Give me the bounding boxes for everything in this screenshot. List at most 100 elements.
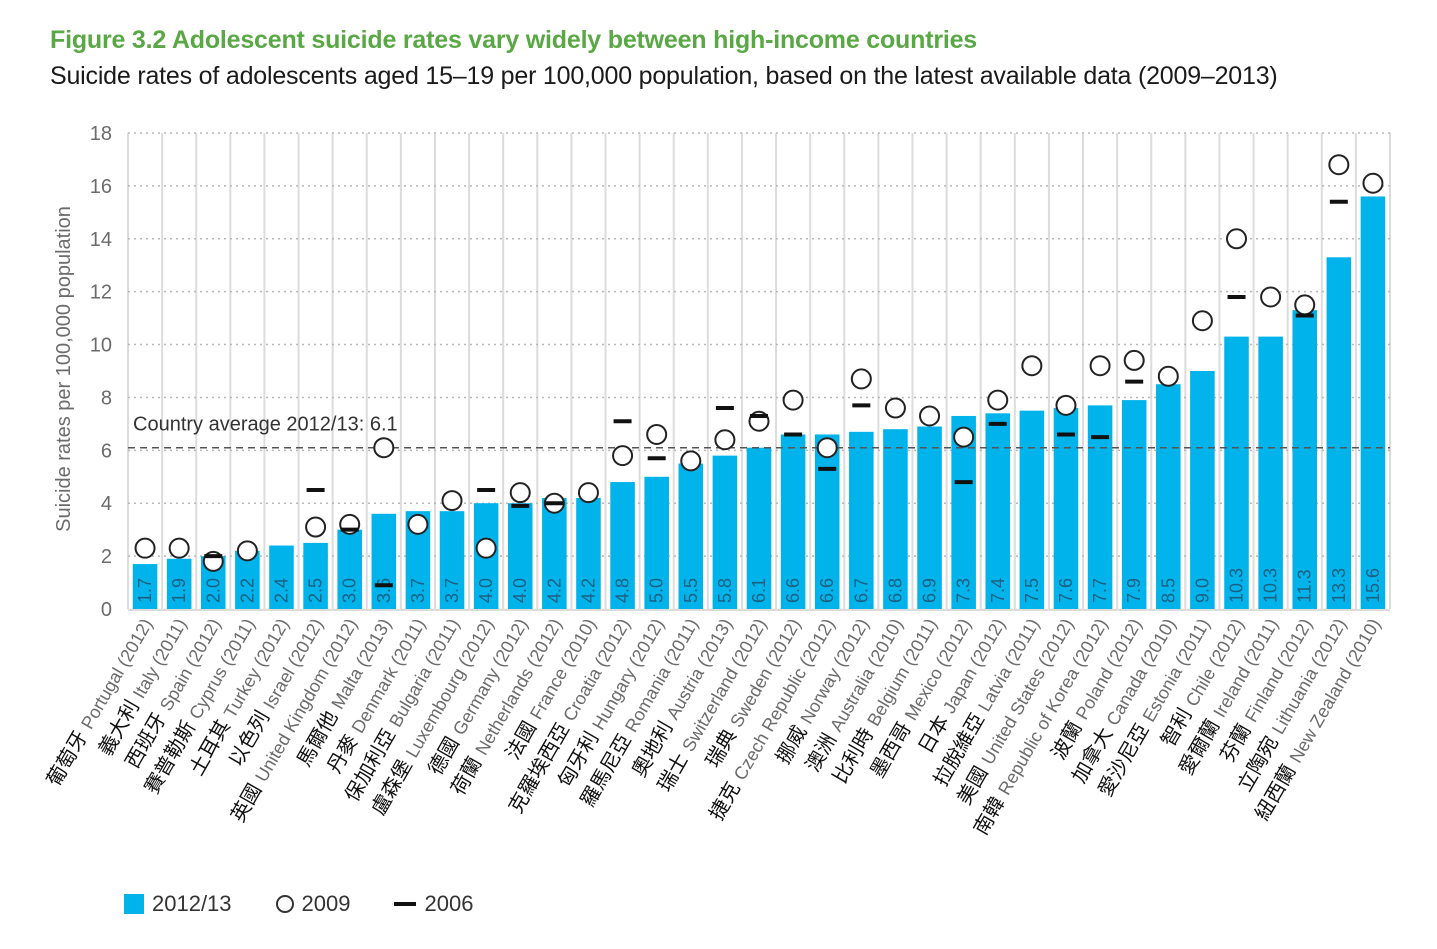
bar-value-label: 9.0	[1192, 578, 1212, 603]
dash-marker-icon	[394, 902, 417, 906]
bar	[712, 455, 738, 609]
bar	[1190, 371, 1215, 609]
bar-value-label: 6.6	[783, 578, 803, 603]
bar-value-label: 7.9	[1124, 578, 1144, 603]
legend-label: 2006	[424, 891, 474, 916]
circle-marker-icon	[275, 895, 294, 913]
marker-2009	[1328, 154, 1350, 176]
bar-value-label: 7.6	[1056, 578, 1076, 603]
bar-value-label: 6.7	[851, 578, 871, 603]
figure-subtitle: Suicide rates of adolescents aged 15–19 …	[50, 62, 1278, 90]
axes: 0 2 4 6 8 10 12 14 16 18 Suicide rates per 100,000…	[53, 123, 1390, 621]
bar-value-label: 7.7	[1090, 578, 1110, 603]
y-tick-label: 14	[90, 229, 112, 251]
bar-swatch-icon	[124, 894, 144, 914]
marker-2009	[1157, 365, 1179, 387]
marker-2009	[577, 482, 599, 504]
bar	[644, 476, 669, 609]
marker-2009	[1294, 294, 1316, 316]
bar-value-label: 2.0	[203, 578, 223, 603]
markers	[134, 154, 1384, 588]
bar	[985, 413, 1011, 609]
bar-value-label: 10.3	[1227, 568, 1247, 603]
marker-2009	[509, 482, 531, 504]
bar-value-label: 1.9	[169, 578, 189, 603]
marker-2009	[1191, 310, 1213, 332]
marker-2009	[1021, 355, 1043, 377]
bar	[1360, 196, 1386, 609]
bar	[371, 513, 397, 609]
marker-2009	[1362, 172, 1384, 194]
bar-value-label: 7.4	[988, 578, 1008, 603]
legend-label: 2009	[301, 891, 351, 916]
bar	[849, 431, 874, 609]
bar-value-label: 5.5	[681, 578, 701, 603]
legend-item-2012-13: 2012/13	[124, 891, 232, 917]
bar	[814, 434, 840, 609]
marker-2009	[407, 513, 429, 535]
marker-2009	[305, 516, 327, 538]
bar-value-label: 4.8	[613, 578, 633, 603]
bar-value-label: 2.5	[306, 578, 326, 603]
bar-value-label: 10.3	[1261, 568, 1281, 603]
bar-value-label: 13.3	[1329, 568, 1349, 603]
y-tick-label: 10	[90, 335, 112, 357]
figure-title: Figure 3.2 Adolescent suicide rates vary…	[50, 26, 978, 54]
bar	[1224, 336, 1249, 609]
bar-value-label: 5.0	[647, 578, 667, 603]
marker-2009	[236, 540, 258, 562]
legend-label: 2012/13	[152, 891, 232, 916]
average-label: Country average 2012/13: 6.1	[133, 414, 398, 436]
marker-2009	[987, 389, 1009, 411]
marker-2009	[816, 437, 838, 459]
y-tick-label: 8	[101, 387, 112, 409]
bar	[166, 558, 192, 609]
marker-2009	[373, 437, 395, 459]
bars: 1.7 1.9 2.0 2.2 2.4 2.5 3.0 3.6 3.7 3.7 4.0 4.0 4.2 4…	[132, 196, 1386, 609]
marker-2009	[134, 537, 156, 559]
bar	[132, 564, 158, 609]
y-tick-label: 18	[90, 123, 112, 145]
bar	[610, 482, 635, 609]
bar-value-label: 6.6	[817, 578, 837, 603]
marker-2009	[1055, 394, 1077, 416]
marker-2009	[850, 368, 872, 390]
bar	[1258, 336, 1283, 609]
marker-2009	[1089, 355, 1111, 377]
y-tick-label: 4	[101, 493, 112, 515]
marker-2009	[168, 537, 190, 559]
bar	[746, 447, 772, 609]
bar-value-label: 6.1	[749, 578, 769, 603]
marker-2009	[612, 445, 634, 467]
y-tick-label: 2	[101, 546, 112, 568]
marker-2009	[884, 397, 906, 419]
bar-value-label: 7.5	[1022, 578, 1042, 603]
marker-2009	[919, 405, 941, 427]
y-tick-label: 16	[90, 176, 112, 198]
y-axis-label: Suicide rates per 100,000 population	[53, 206, 75, 532]
bar-value-label: 6.9	[920, 578, 940, 603]
category-label-zh: 葡萄牙	[41, 721, 95, 790]
y-tick-label: 12	[90, 282, 112, 304]
bar-value-label: 3.0	[340, 578, 360, 603]
y-tick-label: 6	[101, 440, 112, 462]
bar-value-label: 5.8	[715, 578, 735, 603]
bar	[507, 503, 533, 609]
bar	[337, 529, 362, 609]
bar	[917, 426, 942, 609]
marker-2009	[1123, 349, 1145, 371]
bar	[1087, 405, 1113, 609]
category-labels: 葡萄牙 Portugal (2012)義大利 Italy (2011)西班牙 S…	[41, 615, 1384, 839]
legend: 2012/13 2009 2006	[124, 890, 517, 918]
marker-2009	[1260, 286, 1282, 308]
bar-value-label: 3.7	[408, 578, 428, 603]
bar-value-label: 15.6	[1363, 568, 1383, 603]
marker-2009	[782, 389, 804, 411]
marker-2009	[646, 423, 668, 445]
bar	[678, 463, 704, 609]
average-line-group: Country average 2012/13: 6.1	[128, 414, 1390, 449]
bar	[883, 429, 908, 609]
marker-2009	[1226, 228, 1248, 250]
bar	[1292, 310, 1318, 609]
